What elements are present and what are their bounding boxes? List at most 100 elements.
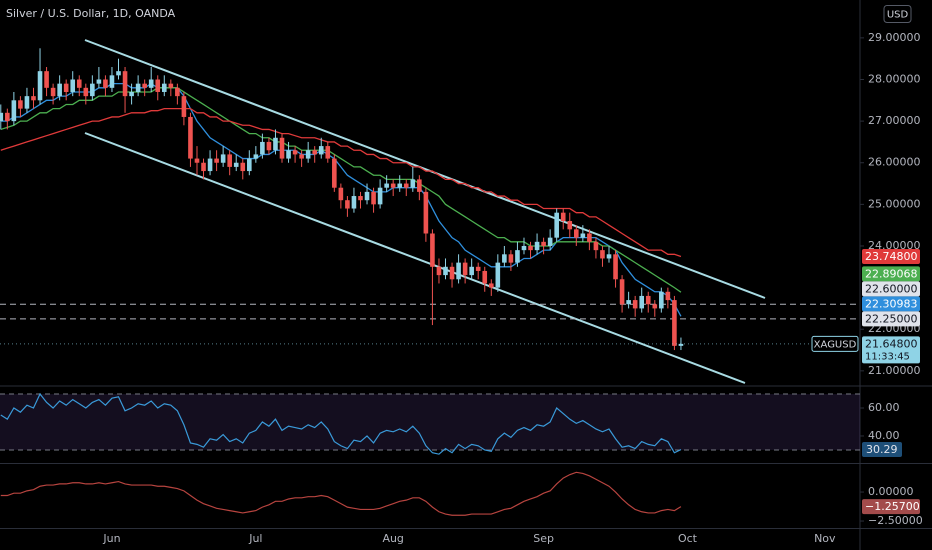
- price-tag-label: 22.25000: [865, 312, 918, 325]
- candle-body: [364, 191, 370, 201]
- y-tick-label: −2.50000: [868, 514, 923, 527]
- candle-body: [76, 79, 82, 88]
- price-tag-label: 22.89068: [865, 267, 918, 280]
- candle-body: [292, 150, 298, 155]
- candle-body: [181, 96, 187, 117]
- candle-body: [233, 162, 239, 167]
- candle-body: [148, 79, 154, 88]
- candle-body: [626, 300, 631, 305]
- candle-body: [384, 183, 389, 188]
- candle-body: [5, 112, 10, 122]
- candle-body: [390, 183, 396, 188]
- candle-body: [580, 233, 586, 238]
- y-tick-label: 21.00000: [868, 364, 921, 377]
- candle-body: [305, 150, 311, 159]
- candle-body: [142, 83, 147, 88]
- candle-body: [645, 295, 651, 305]
- candle-body: [0, 112, 4, 122]
- rsi-line: [0, 392, 682, 455]
- channel-upper[interactable]: [84, 39, 766, 299]
- candle-body: [338, 187, 344, 201]
- candle-body: [57, 83, 62, 97]
- candle-body: [260, 141, 265, 155]
- y-tick-label: 40.00: [868, 429, 900, 442]
- symbol-tag: [811, 335, 859, 352]
- y-tick-label: 0.00000: [868, 485, 914, 498]
- price-tag: [862, 248, 920, 264]
- candle-body: [83, 87, 89, 97]
- candle-body: [227, 154, 232, 167]
- x-tick-label: Aug: [382, 532, 403, 545]
- candle-body: [403, 183, 409, 188]
- candle-body: [135, 83, 141, 92]
- candle-body: [534, 241, 540, 251]
- candle-body: [515, 250, 520, 263]
- candle-body: [574, 229, 579, 238]
- candle-body: [443, 266, 448, 276]
- candle-body: [253, 154, 259, 159]
- candle-body: [371, 191, 376, 205]
- candle-body: [619, 279, 625, 305]
- candle-body: [665, 291, 671, 301]
- x-tick-label: Jun: [102, 532, 120, 545]
- candle-body: [547, 237, 553, 246]
- moving-average: [0, 107, 682, 258]
- channel-lower[interactable]: [84, 132, 746, 384]
- rsi-tag-label: 30.29: [866, 443, 898, 456]
- last-price-tag: [862, 336, 920, 364]
- candle-body: [613, 254, 618, 280]
- candle-body: [462, 262, 468, 276]
- candle-body: [247, 158, 252, 172]
- candle-body: [63, 83, 69, 92]
- candle-body: [560, 212, 566, 222]
- price-tag-label: 22.30983: [865, 297, 918, 310]
- candle-body: [24, 96, 30, 109]
- candle-body: [593, 241, 599, 251]
- channel: [84, 39, 766, 384]
- price-tag: [862, 311, 920, 327]
- candle-body: [90, 83, 95, 97]
- candle-body: [168, 83, 174, 88]
- candle-body: [96, 79, 102, 84]
- candle-body: [567, 221, 573, 230]
- candle-body: [587, 233, 592, 242]
- candle-body: [554, 212, 559, 238]
- candle-body: [606, 254, 612, 259]
- candle-body: [155, 79, 161, 92]
- price-tag-label: 22.60000: [865, 282, 918, 295]
- y-tick-label: 25.00000: [868, 197, 921, 210]
- price-tag: [862, 281, 920, 297]
- candle-body: [129, 91, 134, 97]
- y-tick-label: 28.00000: [868, 72, 921, 85]
- candle-body: [279, 137, 285, 159]
- x-tick-label: Oct: [678, 532, 698, 545]
- candle-body: [600, 250, 605, 259]
- currency-label[interactable]: USD: [887, 10, 909, 21]
- candle-body: [456, 262, 461, 280]
- chart-title: Silver / U.S. Dollar, 1D, OANDA: [6, 7, 176, 20]
- candle-body: [161, 83, 167, 92]
- rsi-pane: [0, 392, 860, 455]
- candle-body: [299, 154, 304, 159]
- candle-body: [377, 187, 383, 205]
- price-tag: [862, 296, 920, 312]
- candle-body: [273, 137, 278, 151]
- candle-body: [312, 150, 318, 155]
- countdown-label: 11:33:45: [865, 351, 910, 362]
- candle-body: [639, 295, 645, 309]
- candle-body: [318, 146, 324, 155]
- candle-body: [50, 87, 56, 97]
- candle-body: [652, 304, 658, 309]
- y-tick-label: 27.00000: [868, 114, 921, 127]
- candle-body: [18, 100, 23, 109]
- candle-body: [502, 254, 507, 263]
- candle-body: [436, 266, 442, 276]
- currency-button[interactable]: [883, 5, 912, 23]
- candle-body: [332, 158, 337, 188]
- candle-body: [475, 266, 481, 271]
- candle-body: [116, 71, 121, 76]
- candle-body: [109, 75, 115, 88]
- macd-pane: [0, 471, 682, 516]
- candle-body: [103, 79, 108, 88]
